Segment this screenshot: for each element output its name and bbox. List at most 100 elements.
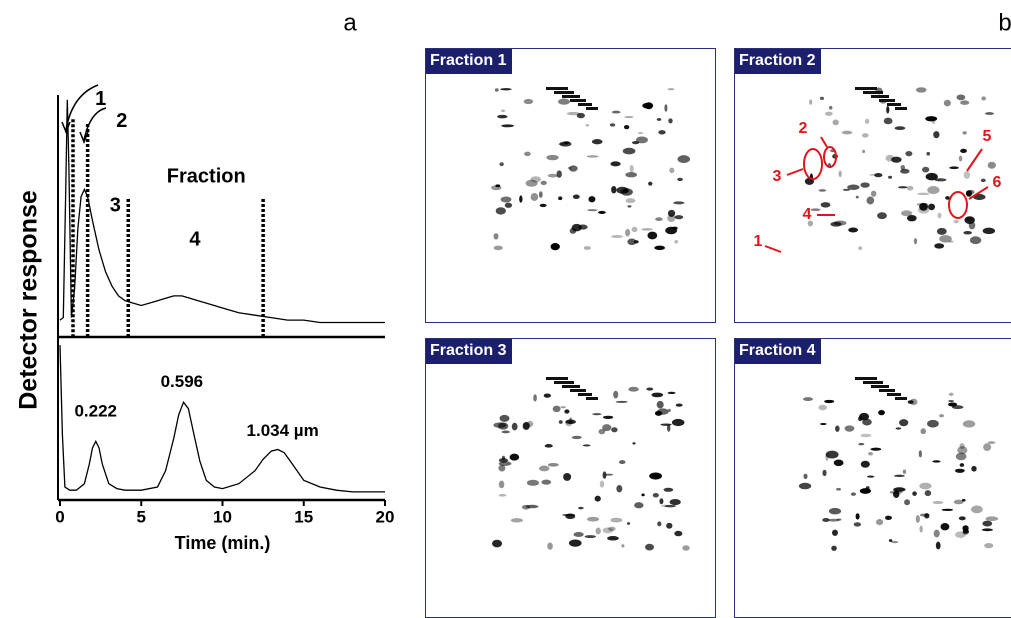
gel-spot [853, 522, 862, 527]
gel-spot [570, 389, 586, 392]
gel-spot [664, 504, 676, 508]
gel-spot [598, 428, 606, 435]
gel-spot [902, 469, 907, 474]
gel-spot [648, 181, 653, 186]
spot-annotations: 1 2 3 4 5 6 [754, 120, 1002, 253]
gel-spot [546, 377, 568, 380]
gel-spot [888, 539, 893, 542]
gel-spot [677, 177, 683, 182]
gel-spot [833, 220, 847, 226]
gel-spots [798, 377, 999, 551]
gel-spot [820, 422, 827, 425]
gel-spot [647, 231, 658, 240]
spot-arrow [764, 245, 782, 253]
gel-spot [915, 515, 920, 523]
gel-spot [669, 499, 681, 506]
gel-spot [818, 404, 828, 411]
gel-spot [960, 100, 970, 105]
gel-spot [585, 124, 590, 127]
gel-spot [657, 521, 662, 527]
gel-panel: Fraction 4 [734, 338, 1011, 618]
gel-spot [958, 155, 963, 162]
gel-spot [855, 87, 877, 90]
gel-spot [820, 202, 831, 208]
gel-spot [905, 151, 913, 157]
gel-spot [913, 237, 918, 245]
gel-spot [671, 418, 685, 427]
spot-label: 2 [799, 120, 808, 137]
gel-spot [586, 516, 600, 522]
gel-spot [937, 212, 942, 219]
gel-spot [962, 420, 976, 428]
annotation: 0.596 [161, 372, 204, 391]
gel-spot [618, 460, 626, 465]
gel-spot [958, 516, 966, 521]
x-axis-label: Time (min.) [175, 533, 271, 553]
gel-spot [641, 228, 653, 231]
gel-spot [916, 202, 929, 206]
annotation: 4 [189, 228, 201, 250]
gel-spot [572, 194, 580, 200]
gel-spot [552, 405, 561, 413]
gel-spot [971, 465, 977, 472]
gel-spot [501, 430, 510, 434]
gel-spot [959, 463, 965, 467]
gel-spot [803, 397, 813, 402]
gel-title: Fraction 4 [735, 339, 822, 364]
gel-spot [511, 422, 518, 431]
gel-spot [568, 539, 582, 547]
gel-spot [904, 499, 910, 506]
gel-spot [666, 522, 673, 529]
gel-spot [500, 109, 506, 113]
gel-spot [938, 414, 945, 418]
gel-spot [629, 164, 634, 173]
gel-spot [622, 147, 636, 155]
gel-spot [865, 486, 870, 491]
gel-spot [526, 420, 534, 428]
gel-spot [644, 102, 653, 110]
gel-spot [915, 87, 927, 93]
gel-spot [859, 412, 870, 421]
gel-spot [604, 473, 614, 476]
gel-spot [543, 393, 551, 398]
gel-spot [538, 465, 550, 472]
gel-spot [554, 381, 574, 384]
gel-spot [832, 119, 839, 126]
gel-spot [609, 123, 616, 127]
gel-spots [491, 377, 690, 551]
gel-spot [968, 221, 976, 230]
gel-spot [525, 504, 539, 509]
gel-spot [922, 166, 930, 173]
gel-spot [890, 540, 899, 544]
gel-spot [874, 172, 883, 178]
gel-spot [818, 189, 827, 192]
gel-spot [810, 208, 821, 211]
x-tick-label: 15 [294, 507, 313, 526]
gel-spot [962, 525, 969, 532]
gel-spots [491, 87, 691, 251]
gel-spot [960, 148, 967, 153]
gel-image [491, 87, 691, 251]
gel-spot [948, 392, 954, 397]
gel-spot [948, 240, 954, 243]
gel-spot [625, 228, 631, 237]
gel-spot [798, 482, 812, 490]
gel-spot [559, 141, 572, 147]
gel-spot [879, 99, 895, 102]
gel-spot [564, 409, 570, 414]
spot-label: 1 [754, 233, 763, 250]
gel-spot [824, 399, 835, 404]
gel-spot [493, 233, 499, 240]
gel-spot [586, 397, 598, 400]
gel-spot [637, 131, 644, 135]
gel-spot [877, 212, 887, 220]
gel-spot [635, 136, 648, 144]
gel-spot [931, 118, 936, 125]
gel-spot [835, 425, 840, 432]
gel-spot [576, 112, 585, 119]
gel-spot [558, 420, 563, 424]
gel-panel: Fraction 1 [425, 48, 716, 323]
gel-spot [563, 472, 572, 481]
gel-spot [587, 209, 598, 212]
